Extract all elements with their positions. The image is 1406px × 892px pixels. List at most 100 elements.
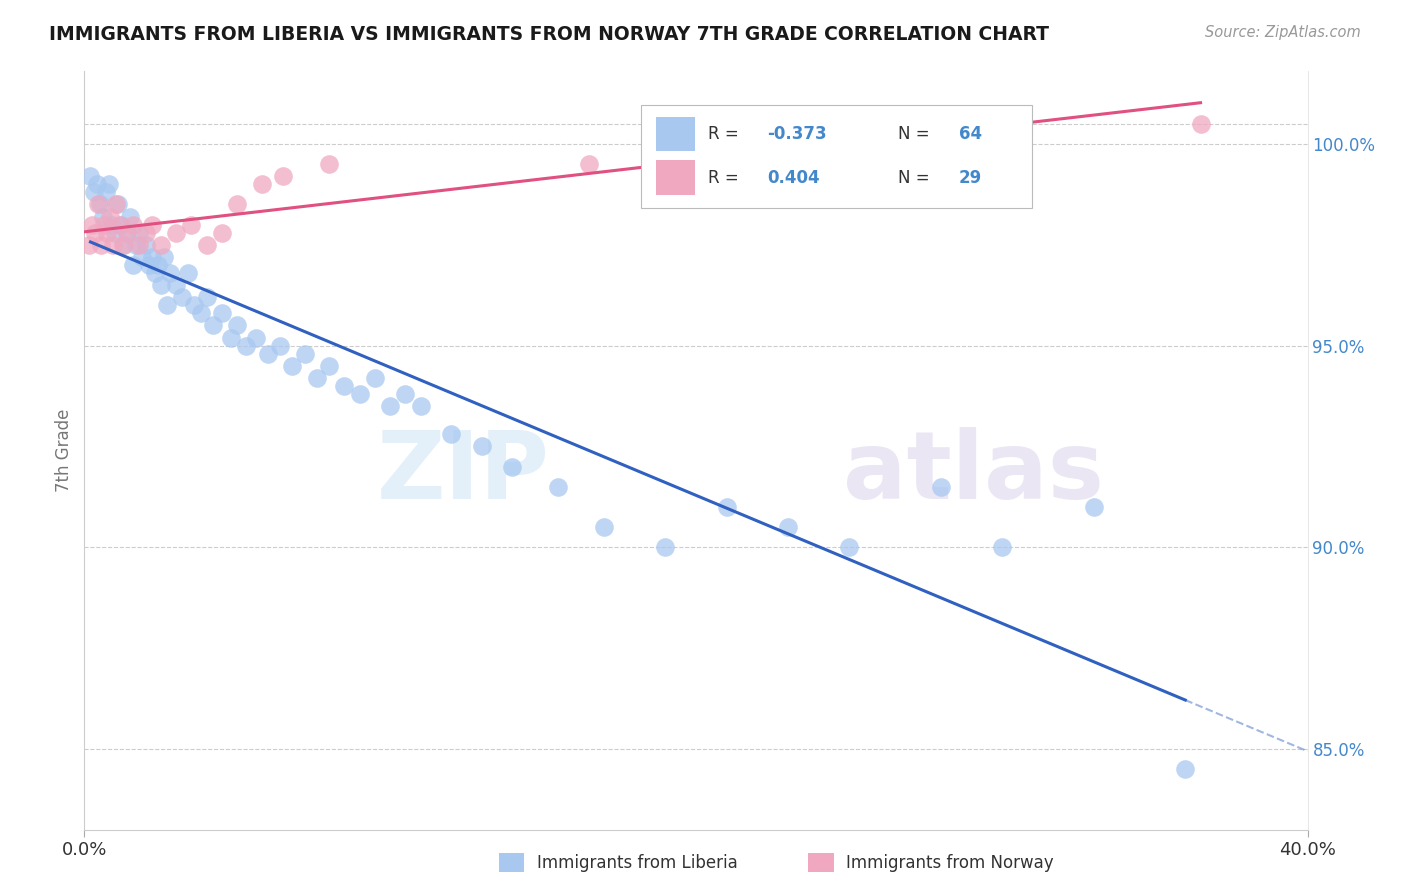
- Point: [77, 237, 100, 252]
- Point: [201, 318, 224, 333]
- Point: [593, 520, 616, 534]
- Point: [380, 399, 402, 413]
- Point: [250, 178, 273, 192]
- Point: [183, 298, 205, 312]
- Point: [135, 226, 157, 240]
- Text: ZIP: ZIP: [377, 427, 550, 519]
- Point: [149, 278, 172, 293]
- Point: [578, 157, 600, 171]
- Text: atlas: atlas: [842, 427, 1104, 519]
- Point: [1189, 117, 1212, 131]
- Point: [269, 338, 291, 352]
- Point: [111, 237, 134, 252]
- Point: [97, 178, 120, 192]
- Text: R =: R =: [709, 169, 744, 186]
- Point: [364, 371, 387, 385]
- Point: [141, 250, 163, 264]
- Point: [991, 541, 1014, 555]
- Point: [271, 169, 294, 184]
- Text: R =: R =: [709, 125, 744, 144]
- Point: [305, 371, 328, 385]
- Point: [128, 237, 150, 252]
- Point: [80, 218, 103, 232]
- Point: [115, 226, 138, 240]
- Point: [1174, 762, 1197, 776]
- Point: [84, 226, 107, 240]
- Text: 64: 64: [959, 125, 981, 144]
- Point: [101, 218, 124, 232]
- Point: [409, 399, 432, 413]
- Point: [122, 218, 145, 232]
- Point: [110, 218, 132, 232]
- Point: [776, 520, 799, 534]
- Point: [104, 226, 127, 240]
- Point: [1083, 500, 1105, 514]
- Point: [195, 237, 218, 252]
- Point: [838, 541, 860, 555]
- Point: [211, 306, 233, 320]
- Point: [318, 359, 340, 373]
- Point: [138, 258, 160, 272]
- Point: [471, 439, 494, 453]
- Point: [226, 197, 249, 211]
- Point: [105, 197, 128, 211]
- Bar: [655, 117, 695, 152]
- Point: [823, 128, 845, 143]
- Point: [226, 318, 249, 333]
- Point: [929, 480, 952, 494]
- Point: [107, 197, 129, 211]
- FancyBboxPatch shape: [641, 105, 1032, 208]
- Point: [195, 290, 218, 304]
- Point: [96, 226, 118, 240]
- Point: [98, 210, 121, 224]
- Point: [122, 258, 145, 272]
- Point: [547, 480, 569, 494]
- Point: [235, 338, 257, 352]
- Point: [440, 427, 463, 442]
- Point: [165, 226, 187, 240]
- Point: [502, 459, 524, 474]
- Point: [135, 237, 157, 252]
- Text: N =: N =: [898, 125, 935, 144]
- Point: [245, 330, 267, 344]
- Point: [333, 379, 356, 393]
- Point: [146, 258, 169, 272]
- Text: 0.404: 0.404: [766, 169, 820, 186]
- Point: [108, 218, 131, 232]
- Point: [394, 387, 416, 401]
- Point: [149, 237, 172, 252]
- Point: [172, 290, 194, 304]
- Point: [141, 218, 163, 232]
- Point: [143, 266, 166, 280]
- Point: [153, 250, 176, 264]
- Point: [257, 346, 280, 360]
- Point: [318, 157, 340, 171]
- Point: [87, 197, 110, 211]
- Point: [112, 237, 135, 252]
- Point: [115, 226, 138, 240]
- Point: [83, 186, 105, 200]
- Point: [128, 226, 150, 240]
- Point: [94, 186, 117, 200]
- Point: [349, 387, 371, 401]
- Text: Source: ZipAtlas.com: Source: ZipAtlas.com: [1205, 25, 1361, 40]
- Point: [281, 359, 304, 373]
- Point: [156, 298, 179, 312]
- Point: [91, 210, 114, 224]
- Point: [93, 218, 115, 232]
- Text: N =: N =: [898, 169, 935, 186]
- Point: [165, 278, 187, 293]
- Text: Immigrants from Norway: Immigrants from Norway: [846, 854, 1054, 871]
- Point: [654, 541, 676, 555]
- Point: [103, 237, 125, 252]
- Point: [89, 197, 111, 211]
- Bar: [655, 161, 695, 194]
- Point: [120, 210, 142, 224]
- Text: IMMIGRANTS FROM LIBERIA VS IMMIGRANTS FROM NORWAY 7TH GRADE CORRELATION CHART: IMMIGRANTS FROM LIBERIA VS IMMIGRANTS FR…: [49, 25, 1049, 44]
- Point: [716, 500, 738, 514]
- Point: [86, 178, 108, 192]
- Point: [219, 330, 242, 344]
- Text: 29: 29: [959, 169, 983, 186]
- Point: [294, 346, 316, 360]
- Point: [159, 266, 181, 280]
